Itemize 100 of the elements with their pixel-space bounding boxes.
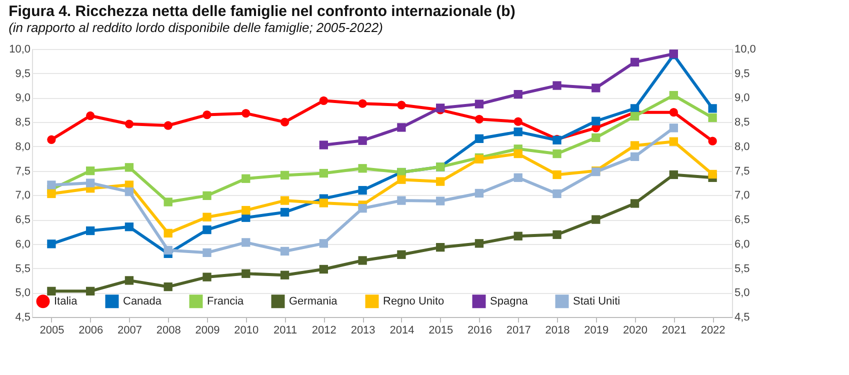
point [592, 84, 600, 92]
point [124, 222, 134, 232]
point [86, 178, 95, 188]
point [630, 141, 640, 150]
point [242, 269, 250, 278]
point [397, 175, 406, 184]
y-tick-label: 5,5 [15, 262, 30, 275]
point [514, 232, 522, 240]
point [708, 170, 717, 179]
point [630, 58, 640, 66]
point [86, 166, 95, 176]
point [202, 212, 212, 222]
point [164, 121, 172, 130]
point [319, 96, 328, 105]
x-tick-label: 2020 [623, 324, 648, 336]
y2-tick-label: 8,0 [734, 140, 750, 153]
point [592, 116, 600, 126]
point [124, 187, 134, 196]
point [514, 149, 522, 158]
x-tick-label: 2014 [390, 324, 414, 336]
x-tick-label: 2005 [40, 324, 64, 336]
point [474, 114, 484, 124]
y2-tick-label: 9,0 [734, 92, 750, 104]
y-tick-label: 6,0 [15, 238, 30, 250]
point [124, 163, 134, 172]
point [708, 113, 717, 122]
legend-label: Germania [289, 295, 338, 308]
point [47, 286, 56, 296]
point [280, 118, 290, 126]
y2-tick-label: 7,0 [734, 190, 750, 202]
point [86, 286, 95, 296]
point [164, 198, 172, 206]
point [164, 228, 172, 238]
chart-title: Figura 4. Ricchezza netta delle famiglie nel confronto internazionale (b) [8, 3, 516, 20]
x-tick-label: 2021 [662, 324, 686, 336]
point [708, 136, 717, 146]
point [474, 188, 484, 198]
point [86, 226, 95, 236]
x-tick-label: 2018 [545, 324, 570, 336]
point [280, 170, 290, 180]
point [630, 199, 640, 208]
point [514, 128, 522, 136]
point [242, 238, 250, 247]
x-tick-label: 2006 [78, 324, 104, 336]
point [319, 264, 328, 274]
point [47, 180, 56, 190]
point [242, 206, 250, 215]
point [242, 174, 250, 183]
x-tick-label: 2009 [195, 324, 220, 336]
point [124, 276, 134, 285]
point [202, 225, 212, 234]
point [280, 196, 290, 205]
point [164, 246, 172, 255]
y-tick-label: 5,0 [15, 287, 30, 300]
point [319, 140, 328, 150]
point [552, 170, 562, 180]
point [358, 164, 367, 173]
point [552, 189, 562, 198]
point [514, 117, 522, 126]
y2-tick-label: 5,0 [734, 287, 750, 300]
legend-label: Canada [123, 295, 162, 308]
point [630, 112, 640, 121]
point [86, 111, 95, 120]
legend-label: Italia [54, 295, 78, 308]
point [358, 186, 367, 195]
point [280, 246, 290, 256]
point [358, 99, 367, 108]
x-tick-label: 2012 [312, 324, 336, 336]
y-tick-label: 9,0 [15, 92, 30, 104]
point [319, 239, 328, 248]
y-tick-label: 6,5 [15, 214, 30, 226]
point [436, 242, 445, 252]
x-tick-label: 2019 [584, 324, 609, 336]
point [669, 137, 678, 146]
legend-label: Francia [207, 295, 245, 308]
point [708, 104, 717, 113]
point [397, 123, 406, 132]
x-tick-label: 2016 [467, 324, 492, 336]
point [47, 135, 56, 144]
y-tick-label: 4,5 [15, 312, 30, 324]
point [280, 208, 290, 217]
point [358, 204, 367, 213]
y2-tick-label: 5,5 [734, 262, 750, 275]
y2-tick-label: 9,5 [734, 68, 750, 80]
point [436, 177, 445, 186]
legend-label: Regno Unito [383, 295, 444, 308]
point [669, 90, 678, 100]
point [358, 256, 367, 265]
x-tick-label: 2017 [506, 324, 531, 336]
y-tick-label: 7,5 [15, 165, 30, 178]
y2-tick-label: 6,5 [734, 214, 750, 226]
x-tick-label: 2007 [117, 324, 142, 336]
point [552, 149, 562, 158]
x-tick-label: 2010 [234, 324, 259, 336]
x-tick-label: 2011 [273, 324, 298, 336]
point [47, 240, 56, 248]
point [474, 134, 484, 143]
point [552, 230, 562, 239]
y2-tick-label: 7,5 [734, 165, 750, 178]
point [280, 270, 290, 280]
